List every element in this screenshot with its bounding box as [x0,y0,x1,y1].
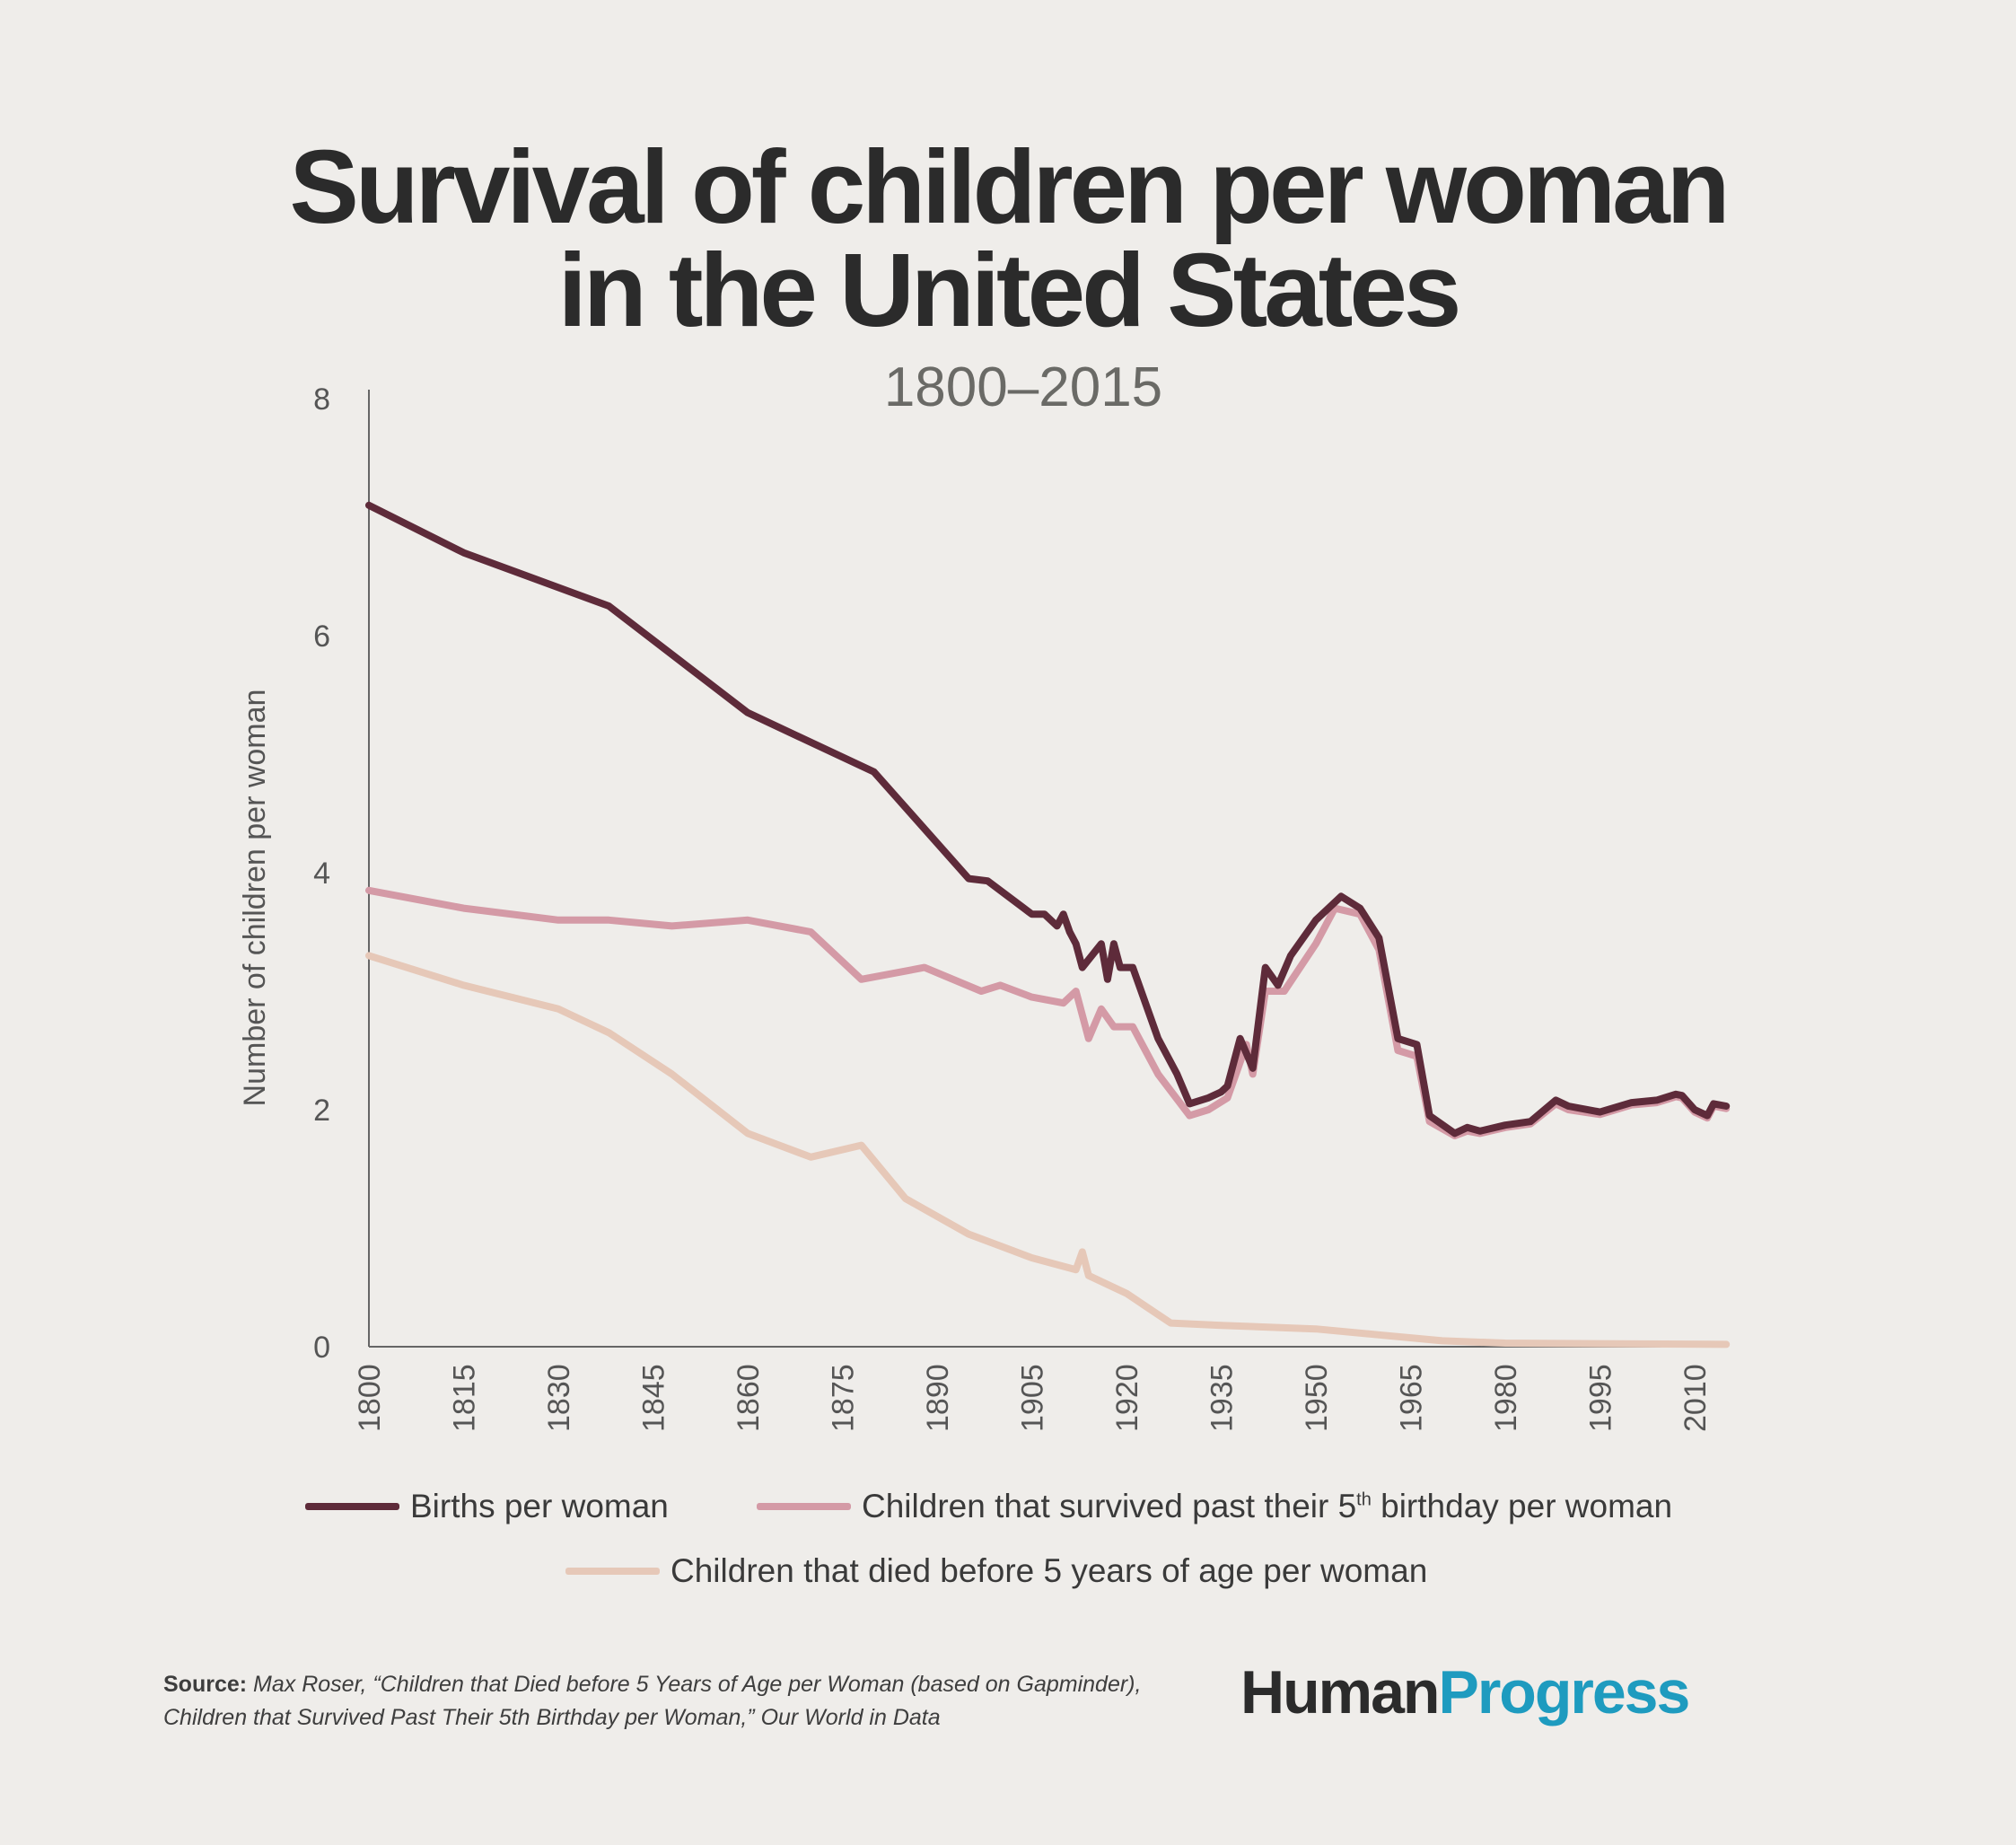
x-tick-label: 1815 [448,1364,482,1432]
series-line-births [365,501,1731,1138]
legend-births: Births per woman [305,1488,669,1525]
y-tick-label: 8 [313,382,330,417]
humanprogress-logo: HumanProgress [1240,1658,1690,1726]
legend-label-died: Children that died before 5 years of age… [671,1552,1428,1589]
legend-died: Children that died before 5 years of age… [565,1552,1427,1590]
x-tick-label: 1860 [732,1364,766,1432]
source-note: Source: Max Roser, “Children that Died b… [163,1672,1142,1730]
x-tick-label: 1920 [1110,1364,1144,1432]
legend-label-births: Births per woman [410,1488,669,1524]
x-tick-label: 2010 [1679,1364,1713,1432]
legend-swatch-births [305,1503,399,1510]
y-tick-label: 0 [313,1331,330,1365]
x-tick-label: 1935 [1205,1364,1240,1432]
x-tick-label: 1800 [353,1364,387,1432]
x-tick-label: 1875 [827,1364,861,1432]
x-tick-label: 1905 [1016,1364,1050,1432]
y-tick-label: 6 [313,619,330,654]
x-tick-label: 1980 [1489,1364,1523,1432]
x-tick-label: 1830 [542,1364,576,1432]
y-tick-label: 2 [313,1094,330,1128]
series-line-died [365,952,1731,1349]
title-line-1: Survival of children per woman [289,128,1730,245]
x-tick-label: 1845 [637,1364,671,1432]
legend-label-survived: Children that survived past their 5th bi… [862,1488,1673,1524]
x-tick-label: 1950 [1300,1364,1334,1432]
y-tick-label: 4 [313,857,330,891]
legend-swatch-survived [757,1503,851,1510]
x-tick-label: 1890 [921,1364,955,1432]
subtitle: 1800–2015 [883,356,1163,418]
title-line-2: in the United States [557,232,1462,348]
x-tick-label: 1995 [1584,1364,1618,1432]
legend-survived: Children that survived past their 5th bi… [757,1488,1672,1525]
x-tick-label: 1965 [1395,1364,1429,1432]
legend-swatch-died [565,1568,660,1575]
y-axis-label: Number of children per woman [238,690,272,1107]
